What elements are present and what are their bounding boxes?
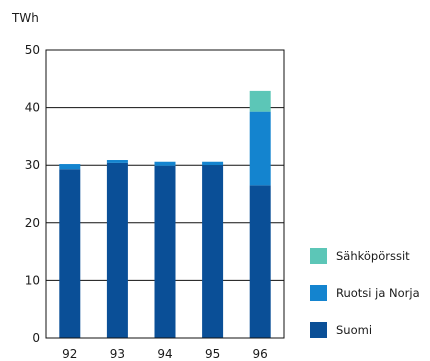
y-tick-label: 10 xyxy=(25,273,40,287)
legend-swatch-suomi xyxy=(310,322,327,338)
bar-segment-ruotsi-ja-norja-92 xyxy=(59,164,81,170)
y-tick-label: 20 xyxy=(25,216,40,230)
bar-segment-sähköpörssit-96 xyxy=(249,90,271,112)
legend-item-suomi: Suomi xyxy=(310,322,430,338)
legend-label-suomi: Suomi xyxy=(336,323,373,337)
bar-segment-suomi-96 xyxy=(249,185,271,338)
bar-segment-suomi-94 xyxy=(154,165,176,338)
y-tick-label: 30 xyxy=(25,158,40,172)
legend-item-ruotsi-ja-norja: Ruotsi ja Norja xyxy=(310,285,430,301)
x-axis-ticks: 92 93 94 95 96 xyxy=(62,347,268,361)
bar-segment-ruotsi-ja-norja-96 xyxy=(249,111,271,186)
bars xyxy=(59,90,271,338)
legend-item-sahkoporssit: Sähköpörssit xyxy=(310,248,430,264)
legend: Sähköpörssit Ruotsi ja Norja Suomi xyxy=(310,248,430,359)
bar-segment-ruotsi-ja-norja-93 xyxy=(106,160,128,163)
x-tick-label: 95 xyxy=(205,347,220,361)
legend-swatch-ruotsi-ja-norja xyxy=(310,285,327,301)
bar-segment-ruotsi-ja-norja-94 xyxy=(154,161,176,166)
y-tick-label: 40 xyxy=(25,101,40,115)
y-axis-ticks: 0 10 20 30 40 50 xyxy=(25,43,40,345)
legend-label-ruotsi-ja-norja: Ruotsi ja Norja xyxy=(336,286,420,300)
y-axis-unit: TWh xyxy=(11,11,39,25)
bar-segment-suomi-95 xyxy=(202,165,224,338)
x-tick-label: 92 xyxy=(62,347,77,361)
legend-label-sahkoporssit: Sähköpörssit xyxy=(336,249,410,263)
x-tick-label: 93 xyxy=(110,347,125,361)
plot-frame xyxy=(45,49,285,339)
y-tick-label: 0 xyxy=(32,331,40,345)
x-tick-label: 96 xyxy=(253,347,268,361)
legend-swatch-sahkoporssit xyxy=(310,248,327,264)
bar-segment-suomi-93 xyxy=(106,162,128,338)
bar-segment-suomi-92 xyxy=(59,169,81,338)
x-tick-label: 94 xyxy=(157,347,172,361)
bar-segment-ruotsi-ja-norja-95 xyxy=(202,161,224,166)
y-tick-label: 50 xyxy=(25,43,40,57)
